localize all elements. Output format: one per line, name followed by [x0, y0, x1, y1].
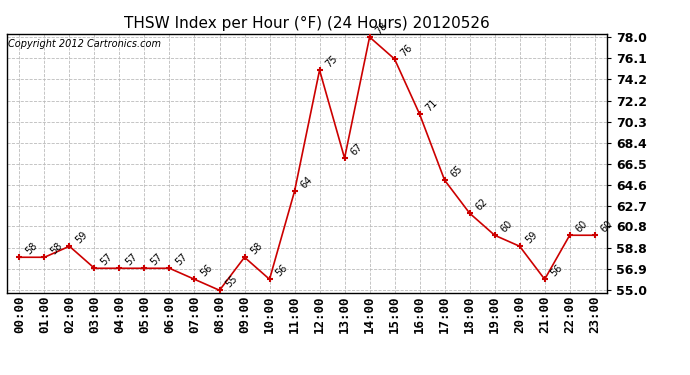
Text: 60: 60: [499, 219, 515, 234]
Text: 76: 76: [399, 42, 415, 58]
Text: 55: 55: [224, 274, 239, 290]
Text: 56: 56: [274, 263, 290, 279]
Text: 65: 65: [448, 164, 464, 179]
Text: 75: 75: [324, 53, 339, 69]
Text: 71: 71: [424, 98, 440, 113]
Text: 56: 56: [549, 263, 564, 279]
Text: 57: 57: [148, 252, 164, 267]
Text: 78: 78: [374, 21, 390, 36]
Title: THSW Index per Hour (°F) (24 Hours) 20120526: THSW Index per Hour (°F) (24 Hours) 2012…: [124, 16, 490, 31]
Text: 57: 57: [174, 252, 190, 267]
Text: 60: 60: [599, 219, 615, 234]
Text: 60: 60: [574, 219, 589, 234]
Text: 57: 57: [99, 252, 115, 267]
Text: Copyright 2012 Cartronics.com: Copyright 2012 Cartronics.com: [8, 39, 161, 49]
Text: 56: 56: [199, 263, 215, 279]
Text: 59: 59: [524, 230, 540, 246]
Text: 59: 59: [74, 230, 90, 246]
Text: 57: 57: [124, 252, 139, 267]
Text: 67: 67: [348, 142, 364, 158]
Text: 58: 58: [248, 241, 264, 256]
Text: 58: 58: [48, 241, 64, 256]
Text: 58: 58: [23, 241, 39, 256]
Text: 62: 62: [474, 196, 490, 213]
Text: 64: 64: [299, 175, 315, 190]
